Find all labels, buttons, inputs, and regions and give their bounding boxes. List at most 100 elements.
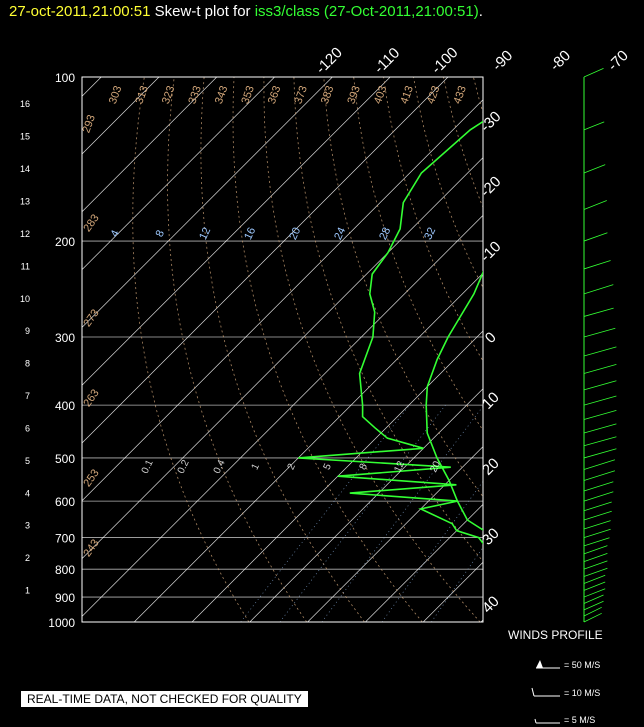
dry-adiabat-label: 423 [425, 84, 443, 105]
wind-barb [583, 307, 614, 317]
wind-barb [583, 284, 614, 295]
wind-barb [583, 164, 606, 174]
height-tick-label: 13 [20, 196, 30, 206]
right-temp-label: -10 [477, 238, 504, 265]
title-source: iss3/class (27-Oct-2011,21:00:51) [254, 3, 479, 20]
top-temp-label: -100 [428, 44, 461, 77]
dry-adiabat-label: 373 [292, 84, 310, 105]
plot-frame [81, 76, 484, 623]
chart-title: 27-oct-2011,21:00:51 Skew-t plot for iss… [9, 3, 483, 20]
wind-barb [583, 501, 612, 512]
wind-barb [583, 567, 608, 577]
mixing-ratio-label-lower: 2 [286, 462, 299, 472]
isotherm-line [191, 330, 483, 622]
isotherm-line [82, 77, 333, 328]
dry-adiabat-label: 263 [81, 387, 101, 409]
height-tick-label: 6 [25, 423, 30, 433]
wind-barb [583, 260, 611, 270]
quality-warning: REAL-TIME DATA, NOT CHECKED FOR QUALITY [20, 690, 309, 708]
dry-adiabat [413, 77, 483, 289]
wind-barb [583, 520, 611, 530]
mixing-ratio-label-lower: 1 [250, 462, 263, 472]
dry-adiabat [383, 77, 483, 362]
dry-adiabat-label: 383 [319, 84, 337, 105]
mixing-ratio-label: 32 [422, 226, 438, 242]
wind-barb [583, 491, 614, 502]
dry-adiabat [323, 77, 483, 498]
right-temp-label: 20 [479, 455, 503, 479]
wind-barb [583, 380, 617, 391]
wind-barb [583, 470, 616, 481]
mixing-ratio-label: 8 [154, 228, 167, 239]
mixing-ratio-label: 28 [377, 226, 393, 242]
wind-barb [583, 448, 617, 459]
pressure-tick-label: 300 [55, 331, 75, 345]
mixing-ratio-line [624, 405, 644, 622]
top-temp-label: -80 [547, 47, 574, 74]
wind-barb [583, 232, 608, 242]
height-tick-label: 8 [25, 359, 30, 369]
pressure-tick-label: 800 [55, 563, 75, 577]
wind-barb [583, 481, 614, 492]
wind-barb [583, 327, 616, 338]
dry-adiabat [443, 77, 483, 209]
right-temp-label: -20 [477, 173, 504, 200]
wind-barb [583, 574, 606, 584]
dry-adiabat-label: 393 [345, 84, 363, 105]
right-temp-label: 30 [479, 525, 503, 549]
dry-adiabat-label: 343 [213, 84, 231, 105]
dry-adiabat-label: 303 [107, 84, 125, 105]
dry-adiabat [232, 77, 423, 622]
wind-barb [583, 364, 617, 374]
wind-barb [583, 600, 604, 611]
mixing-ratio-line [321, 405, 483, 622]
wind-barb [583, 68, 604, 78]
right-temp-label: 40 [479, 593, 503, 617]
height-tick-label: 2 [25, 553, 30, 563]
isotherm-line [82, 99, 483, 502]
mixing-ratio-label-lower: 0.2 [176, 458, 192, 476]
isotherm-line [82, 77, 102, 97]
dry-adiabat [167, 77, 308, 622]
dry-adiabat-label: 333 [186, 84, 204, 105]
dry-adiabat [132, 77, 250, 622]
mixing-ratio-label-lower: 20 [428, 459, 443, 474]
height-tick-label: 4 [25, 488, 30, 498]
wind-barb [583, 560, 608, 570]
dry-adiabat [623, 77, 644, 622]
height-tick-label: 7 [25, 391, 30, 401]
height-tick-label: 5 [25, 456, 30, 466]
dry-adiabat-label: 293 [80, 113, 98, 134]
title-end: . [478, 3, 483, 20]
full-barb-icon [531, 687, 560, 697]
isotherm-line [422, 561, 483, 622]
height-tick-label: 15 [20, 132, 30, 142]
timestamp-text: 27-oct-2011,21:00:51 [9, 3, 151, 20]
wind-barb [583, 606, 602, 617]
height-tick-label: 16 [20, 99, 30, 109]
legend-5ms-label: = 5 M/S [564, 715, 596, 725]
half-barb-icon [534, 718, 560, 724]
top-temp-label: -70 [605, 47, 632, 74]
right-temp-label: 0 [482, 329, 500, 347]
dry-adiabat-label: 323 [160, 84, 178, 105]
dry-adiabat [293, 77, 483, 562]
wind-barb [583, 436, 617, 447]
wind-barb [583, 581, 606, 591]
isotherm-line [539, 77, 644, 622]
dry-adiabat [503, 77, 644, 622]
isotherm-line [597, 77, 644, 622]
mixing-ratio-line [542, 405, 644, 622]
height-tick-label: 1 [25, 586, 30, 596]
mixing-ratio-label: 24 [332, 226, 348, 242]
top-temp-label: -120 [313, 44, 346, 77]
mixing-ratio-label-lower: 0.1 [140, 458, 156, 476]
dry-adiabat [200, 77, 365, 622]
mixing-ratio-label-lower: 12 [392, 459, 407, 474]
wind-barb [583, 545, 608, 555]
legend-50ms-label: = 50 M/S [564, 660, 601, 670]
mixing-ratio-label: 20 [287, 226, 303, 242]
isotherm-line [82, 77, 218, 213]
isotherm-line [480, 619, 483, 622]
